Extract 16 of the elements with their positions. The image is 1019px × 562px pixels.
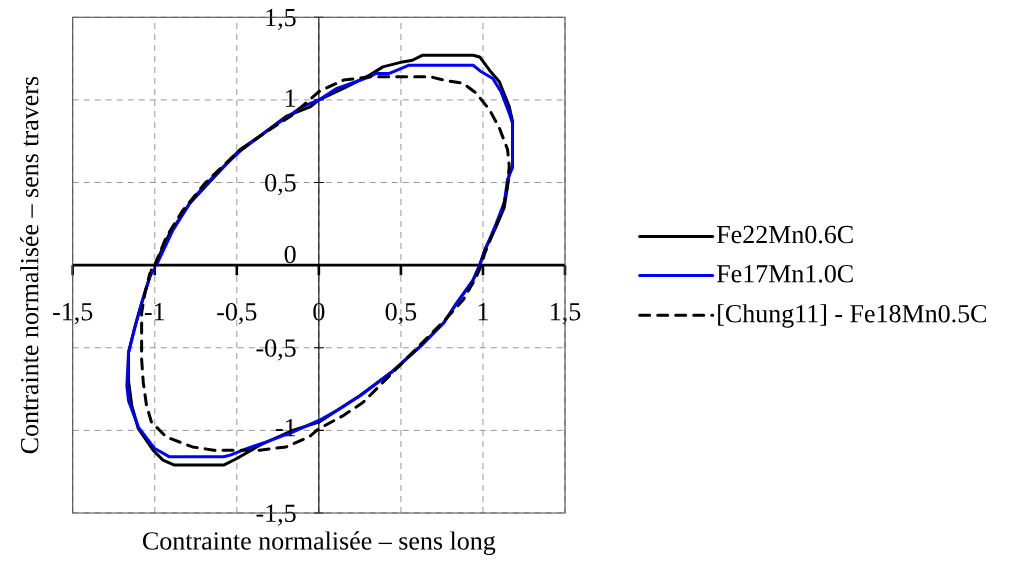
x-tick-label: 1 <box>478 303 488 321</box>
x-axis-title: Contrainte normalisée – sens long <box>143 531 496 556</box>
y-tick-label: 1 <box>285 89 296 107</box>
x-tick-label: 0,5 <box>385 303 417 325</box>
legend-label: [Chung11] - Fe18Mn0.5C <box>718 304 987 328</box>
x-tick-label: -1 <box>144 303 165 321</box>
legend-label: Fe22Mn0.6C <box>716 225 853 244</box>
y-tick-label: 0,5 <box>265 174 296 196</box>
y-tick-label: 0 <box>284 245 296 264</box>
y-axis-title: Contrainte normalisée – sens travers <box>20 76 39 454</box>
x-tick-label: -0,5 <box>217 303 257 325</box>
y-tick-label: -1 <box>275 419 296 437</box>
y-tick-label: -1,5 <box>256 504 296 526</box>
x-tick-label: 1,5 <box>551 303 581 325</box>
legend-label: Fe17Mn1.0C <box>716 264 853 283</box>
y-tick-label: -0,5 <box>256 339 296 361</box>
